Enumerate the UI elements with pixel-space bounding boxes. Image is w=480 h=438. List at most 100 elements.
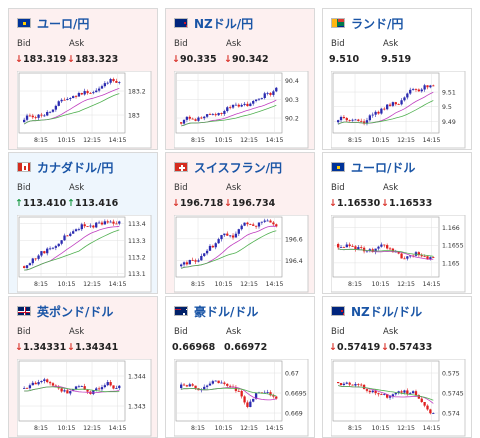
candle-body bbox=[377, 246, 380, 249]
bid-price: 0.57419 bbox=[336, 342, 381, 353]
price-chart: 113.4 113.3 113.2 113.1 8:15 10:15 12:15 14:15 bbox=[17, 215, 152, 293]
bid-label: Bid bbox=[331, 39, 345, 49]
candle-body bbox=[86, 389, 89, 392]
ask-value: ↓90.342 bbox=[224, 54, 269, 65]
candle-body bbox=[66, 98, 69, 100]
eu-flag-icon bbox=[331, 162, 345, 172]
arrow-up-icon: ↑ bbox=[15, 198, 23, 209]
x-tick-label: 12:15 bbox=[397, 137, 415, 144]
candle-body bbox=[345, 244, 348, 248]
plot-area bbox=[18, 72, 126, 134]
candle-body bbox=[243, 103, 246, 105]
y-tick-label: 9.51 bbox=[442, 90, 456, 97]
rate-card[interactable]: カナダドル/円 Bid Ask ↑113.410 ↑113.416 113.4 113.3 1… bbox=[8, 152, 158, 294]
card-header[interactable]: ユーロ/ドル bbox=[331, 157, 415, 177]
candle-body bbox=[220, 382, 223, 384]
x-tick-label: 8:15 bbox=[348, 137, 362, 144]
candle-body bbox=[25, 387, 29, 389]
candle-body bbox=[95, 222, 98, 228]
rate-card[interactable]: 英ポンド/ドル Bid Ask ↓1.34331 ↓1.34341 1.344 1.343 8… bbox=[8, 296, 158, 438]
card-header[interactable]: 英ポンド/ドル bbox=[17, 301, 113, 321]
pair-name-link[interactable]: カナダドル/円 bbox=[37, 160, 114, 175]
pair-name-link[interactable]: 英ポンド/ドル bbox=[37, 304, 114, 319]
pair-name-link[interactable]: スイスフラン/円 bbox=[194, 160, 283, 175]
rate-card[interactable]: NZドル/ドル Bid Ask ↓0.57419 ↓0.57433 0.575 0.5745… bbox=[322, 296, 472, 438]
pair-name-link[interactable]: ユーロ/ドル bbox=[351, 160, 416, 175]
pair-name-link[interactable]: NZドル/円 bbox=[194, 16, 254, 31]
candle-body bbox=[237, 104, 240, 107]
pair-name-link[interactable]: 豪ドル/ドル bbox=[194, 304, 259, 319]
candle-body bbox=[362, 384, 366, 390]
candle-body bbox=[37, 114, 40, 118]
candle-body bbox=[92, 225, 95, 228]
arrow-down-icon: ↓ bbox=[381, 342, 389, 353]
candle-body bbox=[200, 117, 203, 119]
moving-average-line-long bbox=[24, 229, 120, 271]
candle-body bbox=[269, 392, 272, 396]
moving-average-line-long bbox=[181, 230, 277, 269]
candle-body bbox=[403, 258, 406, 260]
rate-card[interactable]: 豪ドル/ドル Bid Ask 0.66968 0.66972 0.67 0.6695 0.66… bbox=[165, 296, 315, 438]
candle-body bbox=[74, 96, 78, 97]
candle-body bbox=[97, 88, 101, 91]
ask-price: 9.519 bbox=[381, 54, 412, 65]
nz-flag-icon bbox=[174, 18, 188, 28]
candle-body bbox=[231, 104, 235, 108]
candle-body bbox=[48, 248, 52, 250]
rate-card[interactable]: スイスフラン/円 Bid Ask ↓196.718 ↓196.734 196.6 196.4… bbox=[165, 152, 315, 294]
card-header[interactable]: NZドル/円 bbox=[174, 13, 253, 33]
candle-body bbox=[252, 224, 255, 226]
y-tick-label: 1.1655 bbox=[442, 243, 464, 250]
candle-body bbox=[266, 392, 269, 393]
rate-card[interactable]: ユーロ/ドル Bid Ask ↓1.16530 ↓1.16533 1.166 1.1655 1… bbox=[322, 152, 472, 294]
candle-body bbox=[417, 252, 421, 256]
candle-body bbox=[240, 225, 243, 230]
pair-name-link[interactable]: ユーロ/円 bbox=[37, 16, 90, 31]
candle-body bbox=[240, 390, 243, 397]
candle-body bbox=[360, 120, 363, 122]
candle-body bbox=[246, 402, 249, 407]
card-header[interactable]: ユーロ/円 bbox=[17, 13, 89, 33]
rate-card[interactable]: NZドル/円 Bid Ask ↓90.335 ↓90.342 90.4 90.3 90.2 8:… bbox=[165, 8, 315, 150]
nz-flag-icon bbox=[331, 306, 345, 316]
candle-body bbox=[23, 387, 26, 389]
arrow-down-icon: ↓ bbox=[15, 342, 23, 353]
chart-frame bbox=[17, 215, 152, 293]
candle-body bbox=[48, 111, 52, 113]
candle-body bbox=[80, 92, 83, 95]
candle-body bbox=[214, 243, 217, 248]
ask-price: 0.57433 bbox=[388, 342, 433, 353]
card-header[interactable]: スイスフラン/円 bbox=[174, 157, 282, 177]
candle-body bbox=[348, 120, 351, 121]
candle-body bbox=[354, 246, 357, 250]
candle-body bbox=[272, 222, 275, 225]
ask-value: ↓1.16533 bbox=[381, 198, 432, 209]
candle-body bbox=[406, 390, 409, 394]
pair-name-link[interactable]: ランド/円 bbox=[351, 16, 404, 31]
y-tick-label: 113.3 bbox=[128, 238, 146, 245]
candle-body bbox=[194, 119, 197, 121]
ca-flag-icon bbox=[17, 162, 31, 172]
candle-body bbox=[185, 385, 189, 387]
candle-body bbox=[25, 265, 29, 268]
rate-card[interactable]: ランド/円 Bid Ask 9.510 9.519 9.51 9.5 9.49 8:15 10:1… bbox=[322, 8, 472, 150]
card-header[interactable]: カナダドル/円 bbox=[17, 157, 113, 177]
card-header[interactable]: ランド/円 bbox=[331, 13, 403, 33]
ask-label: Ask bbox=[226, 183, 242, 193]
pair-name-link[interactable]: NZドル/ドル bbox=[351, 304, 423, 319]
candle-body bbox=[205, 114, 209, 117]
ask-label: Ask bbox=[226, 327, 242, 337]
card-header[interactable]: 豪ドル/ドル bbox=[174, 301, 258, 321]
bid-value: ↑113.410 bbox=[15, 198, 66, 209]
ask-price: 90.342 bbox=[231, 54, 269, 65]
candle-body bbox=[194, 260, 197, 262]
candle-body bbox=[112, 385, 115, 389]
rate-card[interactable]: ユーロ/円 Bid Ask ↓183.319 ↓183.323 183.2 183 8:15 1… bbox=[8, 8, 158, 150]
x-tick-label: 12:15 bbox=[240, 281, 258, 288]
x-tick-label: 14:15 bbox=[266, 137, 284, 144]
candle-body bbox=[272, 395, 275, 397]
bid-label: Bid bbox=[331, 327, 345, 337]
candle-body bbox=[263, 93, 266, 99]
card-header[interactable]: NZドル/ドル bbox=[331, 301, 422, 321]
candle-body bbox=[368, 249, 372, 251]
